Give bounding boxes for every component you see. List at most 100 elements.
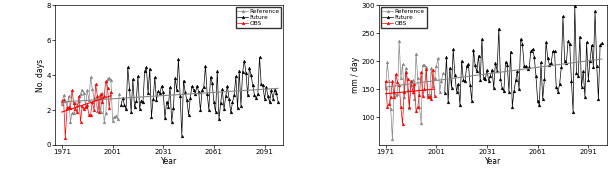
Reference (99, 92, 106, 94)
OBS (390, 96, 398, 98)
OBS (384, 106, 391, 108)
Reference (83, 89, 91, 91)
Future (180, 79, 187, 82)
Y-axis label: No. days: No. days (36, 59, 45, 92)
Legend: Reference, Future, OBS: Reference, Future, OBS (381, 7, 427, 28)
Future (256, 56, 263, 58)
Reference (114, 118, 121, 120)
Line: OBS: OBS (384, 67, 436, 125)
Reference (424, 94, 432, 96)
Future (185, 114, 192, 116)
OBS (70, 102, 77, 105)
Reference (101, 121, 108, 123)
Reference (97, 111, 104, 113)
Future (145, 92, 152, 95)
OBS (107, 91, 115, 93)
Future (275, 101, 282, 103)
OBS (82, 106, 89, 108)
Line: Future: Future (443, 5, 603, 113)
Reference (386, 80, 393, 82)
Reference (85, 99, 93, 101)
Reference (62, 100, 69, 103)
OBS (419, 95, 427, 97)
Reference (104, 78, 111, 80)
Reference (384, 61, 391, 64)
Reference (407, 84, 414, 86)
Future (441, 91, 449, 94)
Reference (429, 85, 436, 87)
OBS (75, 95, 83, 97)
Reference (67, 121, 74, 123)
Reference (63, 105, 70, 107)
Reference (397, 77, 405, 79)
OBS (78, 105, 86, 107)
Future (559, 15, 566, 18)
Reference (382, 87, 389, 90)
Reference (435, 57, 442, 59)
Reference (399, 63, 406, 66)
OBS (387, 96, 394, 98)
OBS (92, 83, 99, 85)
Reference (112, 115, 120, 117)
Reference (102, 112, 110, 114)
Reference (96, 95, 103, 97)
OBS (424, 96, 432, 98)
OBS (90, 109, 97, 111)
OBS (416, 94, 423, 96)
Reference (87, 76, 94, 78)
X-axis label: Year: Year (161, 157, 177, 166)
Reference (416, 106, 423, 108)
OBS (87, 113, 94, 116)
OBS (102, 80, 110, 82)
Reference (392, 94, 400, 96)
Future (117, 104, 124, 106)
Line: Future: Future (120, 56, 280, 137)
OBS (67, 107, 74, 109)
Line: OBS: OBS (61, 79, 112, 139)
OBS (101, 95, 108, 97)
OBS (80, 108, 88, 111)
Reference (419, 64, 427, 66)
OBS (96, 111, 103, 113)
Reference (436, 91, 443, 93)
Reference (116, 93, 123, 95)
OBS (409, 91, 416, 93)
OBS (74, 111, 81, 113)
OBS (77, 120, 84, 123)
Reference (402, 67, 409, 69)
OBS (394, 81, 401, 83)
OBS (60, 99, 67, 101)
OBS (69, 89, 76, 91)
OBS (402, 71, 409, 73)
Future (502, 61, 509, 63)
OBS (421, 88, 428, 90)
Reference (422, 66, 430, 68)
OBS (413, 110, 420, 112)
Future (482, 78, 489, 80)
Reference (92, 98, 99, 100)
Reference (94, 110, 101, 112)
Reference (80, 92, 88, 94)
OBS (72, 108, 79, 110)
Reference (70, 112, 77, 114)
Reference (404, 88, 411, 91)
OBS (404, 78, 411, 80)
OBS (414, 106, 421, 108)
Reference (75, 100, 83, 102)
Reference (65, 95, 72, 97)
Future (468, 100, 476, 102)
Reference (60, 94, 67, 96)
Reference (107, 79, 115, 81)
Reference (440, 72, 447, 74)
Reference (390, 91, 398, 94)
Reference (394, 93, 401, 95)
Reference (109, 120, 116, 122)
OBS (395, 84, 403, 86)
OBS (83, 104, 91, 107)
Reference (426, 94, 433, 96)
Legend: Reference, Future, OBS: Reference, Future, OBS (235, 7, 281, 28)
OBS (411, 83, 418, 85)
Reference (90, 97, 97, 99)
OBS (407, 80, 414, 82)
OBS (63, 107, 70, 110)
